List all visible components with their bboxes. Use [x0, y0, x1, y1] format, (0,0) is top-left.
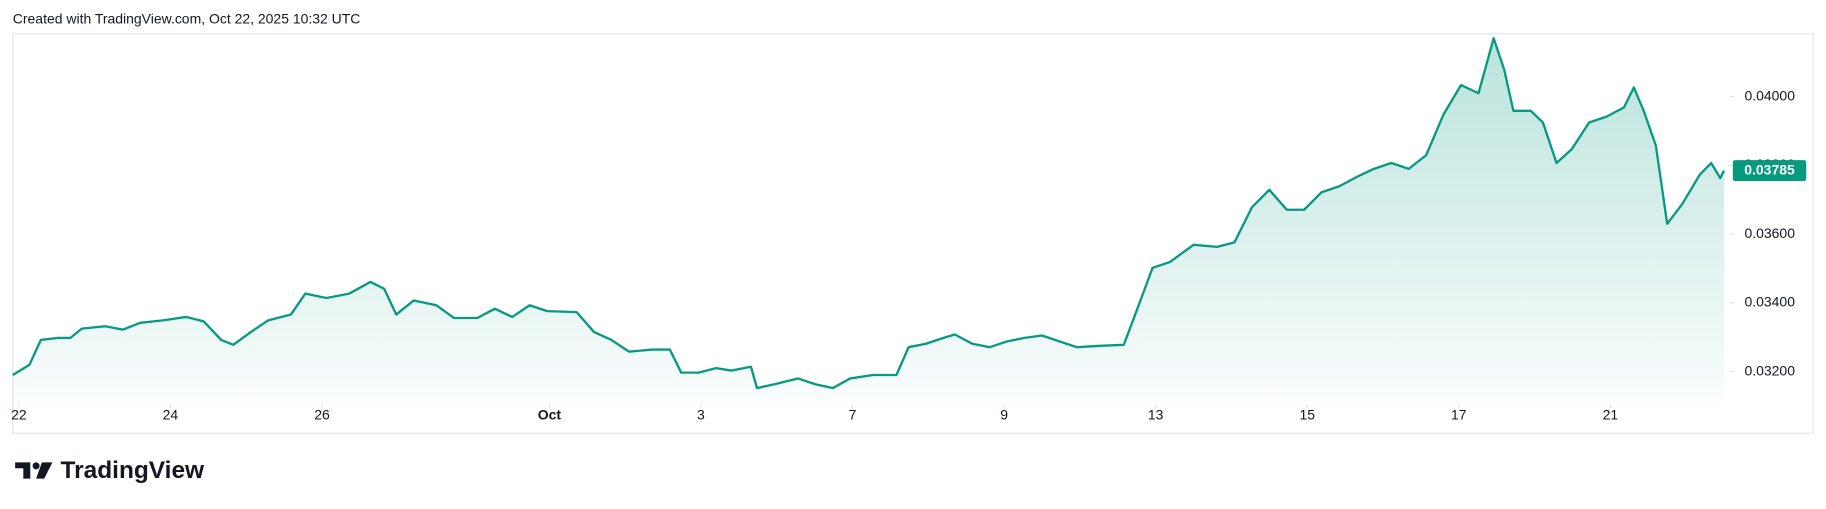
logo-mark: [32, 462, 40, 470]
logo-mark: [15, 462, 31, 479]
price-line: [12, 37, 1726, 390]
x-tick-label: 7: [849, 406, 857, 422]
brand-name: TradingView: [61, 457, 205, 484]
x-tick-label: 9: [1000, 406, 1008, 422]
x-tick-label: 3: [697, 406, 705, 422]
x-tick-label: 17: [1451, 406, 1467, 422]
x-tick-label: 21: [1603, 406, 1619, 422]
y-tick-label: 0.03600: [1744, 225, 1795, 241]
x-tick-label: 22: [11, 406, 27, 422]
x-tick-label: 15: [1299, 406, 1315, 422]
x-tick-label: 13: [1148, 406, 1164, 422]
last-price-badge: [1732, 160, 1807, 182]
chart-frame: [12, 33, 1814, 434]
x-tick-label: 24: [163, 406, 179, 422]
x-tick-label: 26: [314, 406, 330, 422]
area-fill: [12, 38, 1725, 402]
plot-area: 0.032000.034000.036000.038000.0400022242…: [11, 37, 1807, 422]
x-tick-label: Oct: [538, 406, 562, 422]
caption: Created with TradingView.com, Oct 22, 20…: [13, 11, 361, 27]
logo-mark: [36, 462, 53, 479]
y-tick-label: 0.03400: [1744, 294, 1795, 310]
last-price-label: 0.03785: [1744, 161, 1795, 177]
y-tick-label: 0.03200: [1744, 362, 1795, 378]
y-tick-label: 0.04000: [1744, 87, 1795, 103]
brand-logo: TradingView: [15, 457, 205, 484]
